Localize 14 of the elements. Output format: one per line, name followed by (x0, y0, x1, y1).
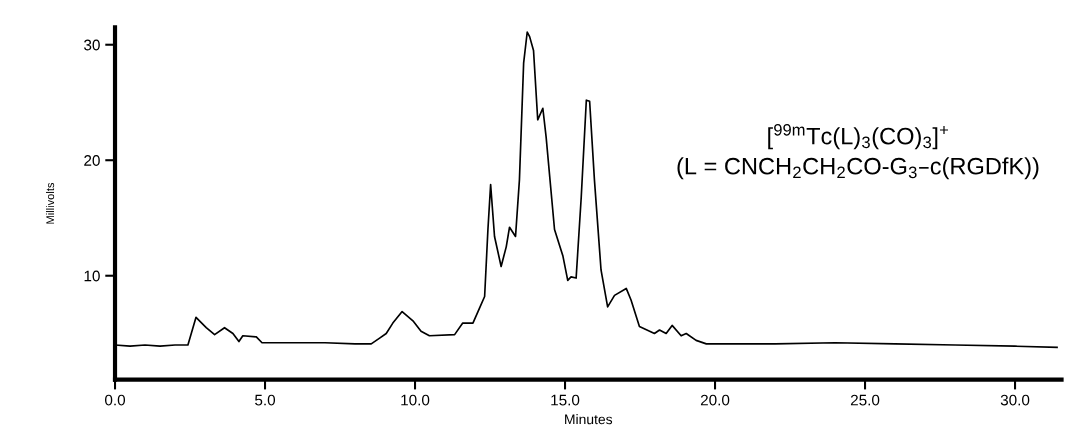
x-tick-label: 10.0 (401, 394, 430, 406)
x-tick-label: 5.0 (255, 394, 276, 406)
annotation: (L = CNCH$_{2}$CH$_{2}$CO-G$_{3}$–c(RGDfK)) (677, 157, 1039, 180)
annotation: [$^{99m}$Tc(L)$_{3}$(CO)$_{3}$]$^{+}$ (768, 123, 949, 150)
x-tick-label: 25.0 (850, 394, 880, 406)
x-tick-label: 15.0 (551, 394, 580, 406)
x-tick-label: 30.0 (1000, 394, 1030, 406)
y-axis-title: Millivolts (45, 182, 55, 224)
x-axis-title: Minutes (565, 414, 613, 425)
y-tick-label: 30 (84, 39, 100, 51)
x-tick-label: 0.0 (105, 394, 126, 406)
y-tick-label: 20 (84, 155, 100, 166)
y-tick-label: 10 (84, 270, 100, 282)
x-tick-label: 20.0 (700, 394, 730, 406)
